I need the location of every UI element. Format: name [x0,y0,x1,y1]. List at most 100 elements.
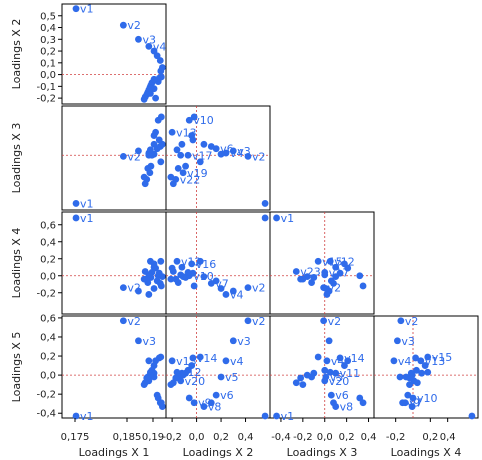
point-label-v1-x5_vs_x1: v1 [80,410,94,423]
point-v8-x3_vs_x2 [200,140,208,148]
point-v8-x4_vs_x2 [200,273,208,280]
point-v15-x5_vs_x2 [196,353,204,361]
x-tick-label-1: 0,185 [113,432,142,443]
point-label-v2-x5_vs_x3: v2 [328,315,342,328]
point-label-v9-x5_vs_x4: v9 [407,397,421,410]
point-v10-x5_vs_x1 [154,394,162,402]
x-axis-label-2: Loadings X 2 [183,446,254,459]
point-label-v23-x4_vs_x3: v23 [300,266,321,279]
y-tick-label-5: -0,2 [36,390,56,401]
x-tick-label-2: 0,4 [238,432,254,443]
point-v3-x5_vs_x2 [229,337,237,345]
point-v4-x5_vs_x3 [323,357,331,365]
y-tick-label-2: -0,2 [36,94,56,105]
point-label-v20-x5_vs_x3: v20 [329,375,350,388]
point-label-v4-x3_vs_x2: v4 [230,147,244,160]
point-label-v2-x5_vs_x2: v2 [252,315,266,328]
y-tick-label-2: 0,4 [40,23,56,34]
point-v11-x4_vs_x2 [178,263,186,271]
point-v16-x5_vs_x4 [421,362,429,369]
point-v14-x5_vs_x2 [189,354,197,362]
point-v15-x3_vs_x1 [157,158,165,166]
point-v14-x2_vs_x1 [155,74,163,82]
point-v9-x4_vs_x1 [157,282,165,290]
point-v14-x4_vs_x1 [155,269,163,277]
point-v23-x3_vs_x1 [141,180,149,188]
point-label-v3-x5_vs_x1: v3 [142,335,156,348]
point-v13-x5_vs_x2 [168,357,176,365]
point-v24-x4_vs_x2 [167,275,175,283]
point-label-v2-x5_vs_x4: v2 [405,315,419,328]
x-axis-label-4: Loadings X 4 [391,446,462,459]
point-v5-x5_vs_x4 [396,373,404,381]
x-tick-label-2: 0,0 [189,432,205,443]
point-v3-x3_vs_x1 [135,147,142,155]
point-label-v10-x3_vs_x2: v10 [193,114,214,127]
point-v24-x4_vs_x3 [299,275,307,283]
point-v3-x4_vs_x1 [135,287,142,295]
point-v23-x5_vs_x3 [292,379,300,387]
point-v15-x5_vs_x3 [314,353,322,361]
point-v24-x5_vs_x1 [140,381,148,389]
y-tick-label-4: 0,4 [40,237,56,248]
x-tick-label-1: 0,19 [142,432,164,443]
point-v16-x5_vs_x2 [188,362,196,369]
point-v7-x3_vs_x2 [207,143,215,150]
point-v4-x4_vs_x3 [323,291,331,298]
y-tick-label-2: 0,2 [40,47,56,58]
point-v2-x5_vs_x3 [320,317,328,325]
point-label-v3-x2_vs_x1: v3 [142,33,156,46]
point-v2-x5_vs_x2 [244,317,252,325]
point-label-v10-x4_vs_x2: v10 [193,270,214,283]
point-v1-x5_vs_x4 [468,412,476,420]
point-v11-x3_vs_x1 [150,140,158,148]
point-v1-x2_vs_x1 [72,5,80,13]
point-v14-x5_vs_x3 [336,354,344,362]
point-label-v17-x4_vs_x3: v17 [329,266,350,279]
point-label-v14-x5_vs_x3: v14 [344,352,365,365]
point-label-v19-x3_vs_x2: v19 [187,167,208,180]
point-v21-x5_vs_x3 [308,373,315,381]
point-v15-x4_vs_x1 [157,257,165,265]
point-v16-x4_vs_x1 [150,260,158,268]
point-v23-x5_vs_x4 [413,379,421,387]
point-v10-x4_vs_x3 [356,272,364,280]
point-v17-x5_vs_x3 [321,366,329,374]
point-label-v1-x5_vs_x3: v1 [281,410,295,423]
point-v12-x4_vs_x2 [173,257,181,265]
point-label-v8-x5_vs_x2: v8 [208,401,222,414]
panel-frame-x4_vs_x3 [269,211,375,315]
point-label-v6-x5_vs_x2: v6 [220,389,234,402]
x-axis-label-3: Loadings X 3 [287,446,358,459]
point-label-v7-x4_vs_x2: v7 [215,277,229,290]
point-v17-x5_vs_x4 [413,366,420,374]
point-v16-x3_vs_x2 [188,132,196,139]
point-v4-x5_vs_x2 [222,357,230,365]
point-v2-x4_vs_x1 [119,284,127,292]
point-v9-x5_vs_x4 [399,399,406,407]
point-v5-x3_vs_x2 [217,150,225,158]
panel-frame-x4_vs_x2 [165,211,271,315]
x-tick-label-3: 0,0 [317,432,333,443]
point-label-v4-x5_vs_x2: v4 [230,355,244,368]
x-tick-label-2: -0,2 [162,432,182,443]
point-v24-x5_vs_x4 [406,381,413,389]
point-v20-x4_vs_x3 [321,271,329,279]
point-v9-x3_vs_x2 [190,113,198,121]
y-tick-label-4: -0,2 [36,288,56,299]
point-v4-x4_vs_x2 [222,291,230,298]
point-v1-x5_vs_x2 [261,412,269,420]
point-label-v3-x5_vs_x4: v3 [401,335,415,348]
point-v2-x5_vs_x1 [119,317,127,325]
point-v13-x5_vs_x3 [344,357,352,365]
y-tick-label-2: 0,0 [40,70,56,81]
point-v24-x3_vs_x1 [140,173,148,181]
point-v2-x5_vs_x4 [397,317,405,325]
y-tick-label-5: 0,4 [40,332,56,343]
point-v15-x4_vs_x3 [314,257,322,265]
panel-frame-x5_vs_x2 [165,315,271,419]
point-v15-x5_vs_x1 [157,353,165,361]
point-v4-x4_vs_x1 [145,291,153,298]
panel-frame-x5_vs_x1 [61,315,167,419]
point-v21-x3_vs_x2 [174,165,182,172]
